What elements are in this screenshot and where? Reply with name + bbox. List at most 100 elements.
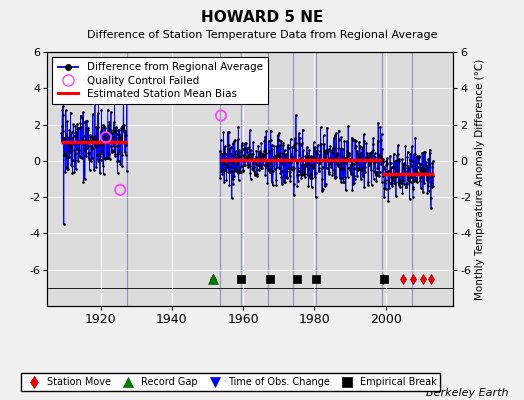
- Point: [249, 139, 257, 146]
- Point: [233, 167, 241, 174]
- Point: [291, 144, 300, 151]
- Point: [331, 132, 339, 138]
- Point: [310, 174, 319, 181]
- Point: [356, 143, 364, 150]
- Point: [323, 150, 332, 156]
- Point: [247, 146, 255, 153]
- Point: [236, 169, 245, 176]
- Point: [256, 155, 264, 162]
- Point: [122, 132, 130, 138]
- Point: [384, 198, 392, 204]
- Point: [307, 171, 315, 178]
- Point: [75, 124, 83, 131]
- Point: [238, 140, 246, 147]
- Point: [345, 152, 353, 158]
- Point: [119, 125, 127, 132]
- Point: [271, 152, 280, 158]
- Point: [108, 130, 117, 136]
- Point: [63, 148, 72, 154]
- Point: [103, 138, 111, 145]
- Point: [291, 157, 299, 164]
- Point: [362, 157, 370, 164]
- Point: [420, 171, 429, 178]
- Point: [251, 172, 259, 179]
- Point: [402, 184, 410, 190]
- Point: [373, 165, 381, 171]
- Point: [326, 155, 334, 162]
- Point: [422, 159, 430, 165]
- Point: [367, 167, 375, 173]
- Point: [270, 158, 278, 164]
- Point: [424, 156, 432, 162]
- Point: [59, 103, 67, 110]
- Point: [89, 138, 97, 145]
- Point: [372, 172, 380, 178]
- Point: [399, 160, 408, 166]
- Point: [78, 115, 86, 121]
- Point: [409, 194, 417, 200]
- Point: [367, 150, 375, 156]
- Point: [78, 137, 86, 144]
- Point: [343, 150, 351, 157]
- Point: [399, 177, 407, 183]
- Point: [421, 162, 430, 169]
- Point: [357, 165, 366, 171]
- Point: [76, 120, 84, 126]
- Point: [69, 130, 77, 136]
- Point: [406, 179, 414, 186]
- Point: [414, 156, 422, 162]
- Point: [324, 146, 333, 152]
- Point: [303, 144, 311, 150]
- Point: [411, 151, 419, 157]
- Point: [400, 164, 409, 171]
- Point: [304, 152, 312, 159]
- Point: [323, 148, 331, 155]
- Point: [72, 128, 81, 135]
- Point: [331, 144, 340, 150]
- Point: [216, 158, 225, 165]
- Point: [72, 140, 81, 146]
- Point: [414, 153, 423, 160]
- Point: [74, 149, 82, 156]
- Point: [261, 172, 269, 179]
- Point: [330, 167, 338, 173]
- Point: [88, 146, 96, 152]
- Point: [109, 127, 117, 134]
- Point: [253, 171, 261, 177]
- Point: [313, 151, 322, 157]
- Point: [79, 179, 88, 186]
- Point: [80, 141, 89, 148]
- Point: [321, 181, 330, 187]
- Point: [119, 129, 128, 135]
- Point: [245, 144, 254, 150]
- Point: [232, 154, 240, 160]
- Point: [91, 142, 100, 148]
- Point: [274, 153, 282, 160]
- Point: [82, 118, 90, 124]
- Point: [281, 155, 290, 162]
- Point: [224, 142, 233, 148]
- Point: [310, 162, 318, 168]
- Point: [378, 179, 386, 186]
- Point: [365, 159, 373, 166]
- Point: [349, 136, 357, 142]
- Point: [419, 164, 428, 171]
- Point: [314, 157, 323, 164]
- Point: [362, 154, 370, 161]
- Point: [245, 156, 253, 162]
- Point: [266, 169, 275, 176]
- Point: [248, 151, 257, 158]
- Point: [338, 157, 346, 163]
- Point: [399, 164, 407, 170]
- Point: [358, 166, 367, 172]
- Point: [358, 172, 367, 179]
- Point: [425, 161, 433, 168]
- Point: [354, 152, 363, 158]
- Point: [289, 164, 297, 170]
- Point: [242, 140, 250, 146]
- Point: [429, 183, 437, 189]
- Point: [364, 153, 372, 159]
- Point: [365, 156, 374, 163]
- Point: [426, 178, 434, 185]
- Point: [363, 155, 372, 161]
